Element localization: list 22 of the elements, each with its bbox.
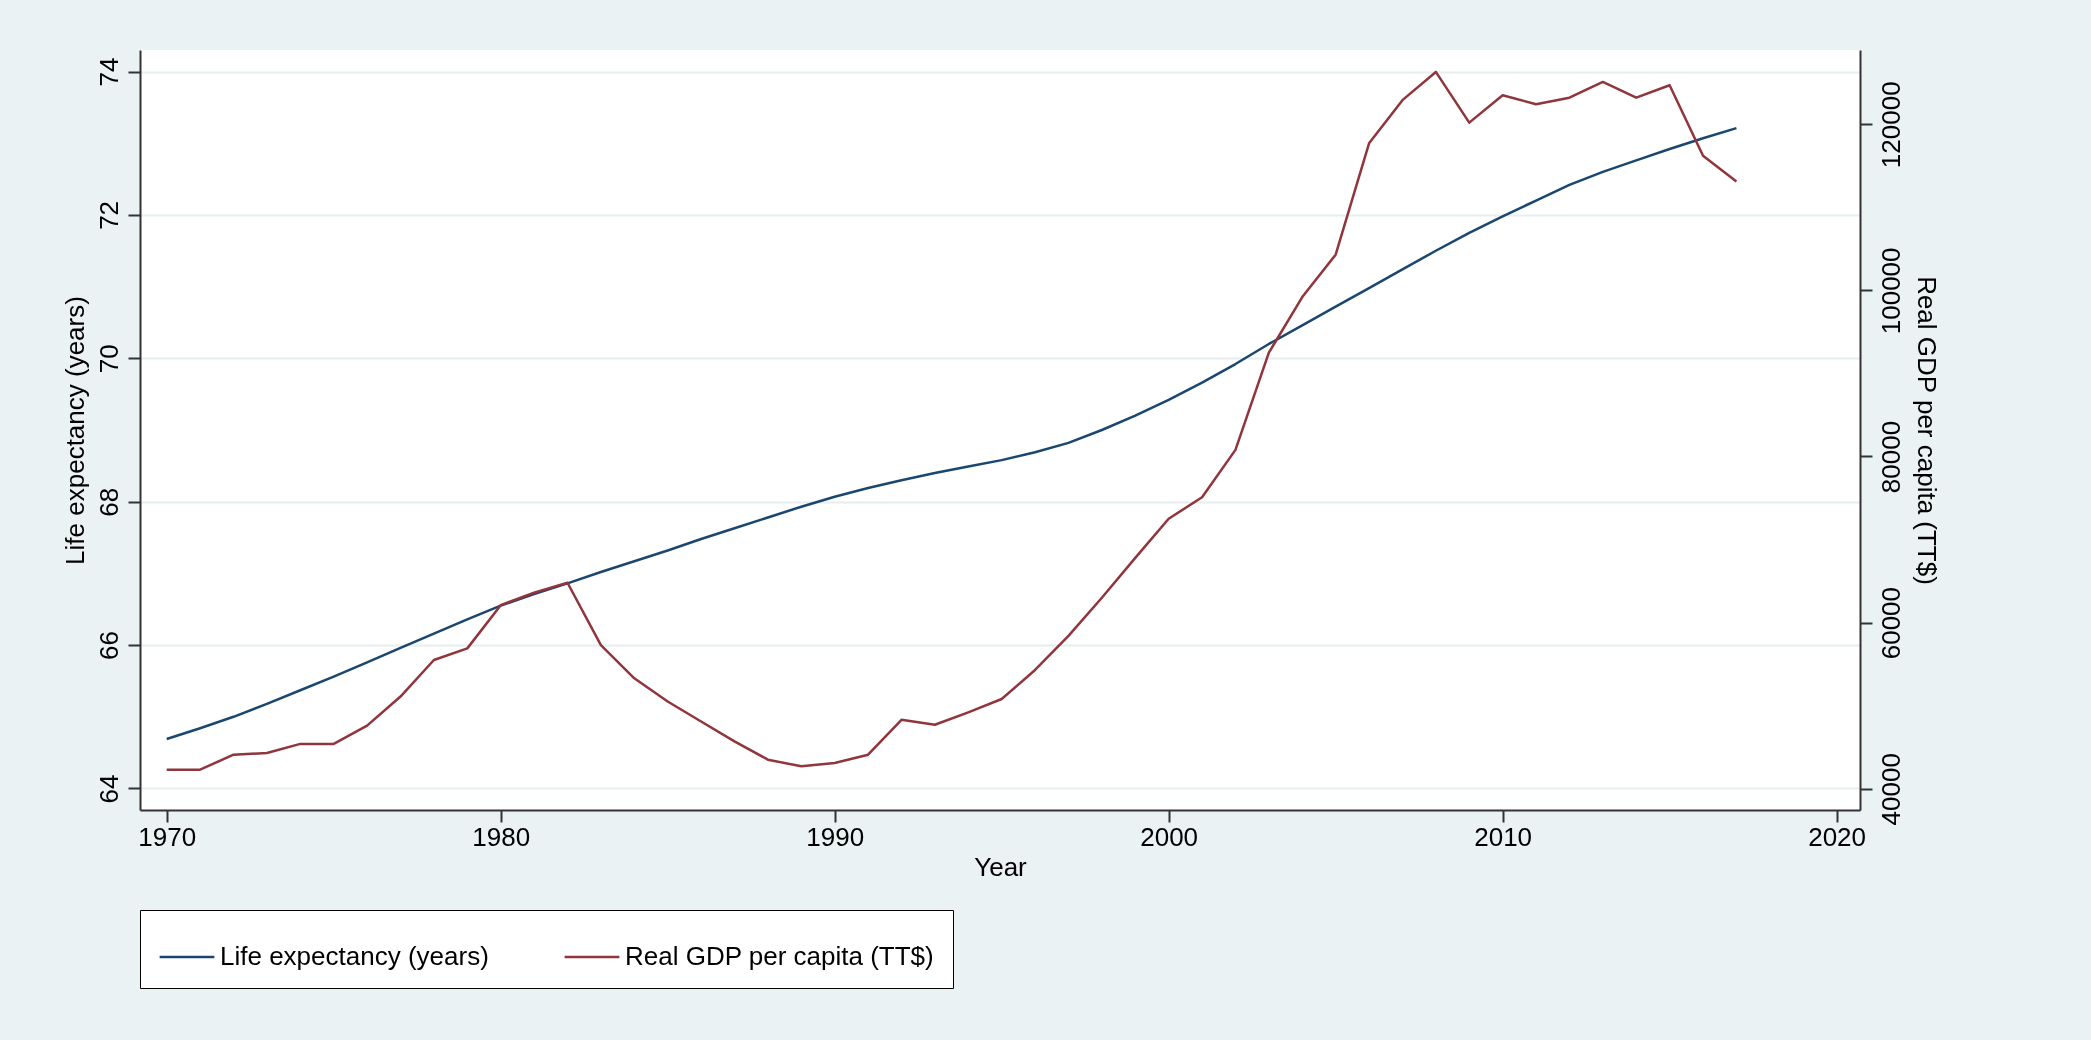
y-axis-title: Life expectancy (years) — [59, 296, 90, 565]
y-tick-label: 72 — [93, 200, 124, 230]
x-axis-title: Year — [974, 851, 1028, 882]
x-tick-label: 1970 — [138, 821, 197, 852]
y2-tick-label: 120000 — [1875, 81, 1906, 169]
y2-tick-label: 60000 — [1875, 586, 1906, 660]
x-tick-label: 2020 — [1808, 821, 1867, 852]
legend-label: Real GDP per capita (TT$) — [625, 941, 934, 971]
y-tick-label: 70 — [93, 344, 124, 374]
x-tick-label: 1980 — [472, 821, 531, 852]
x-tick-label: 1990 — [806, 821, 865, 852]
y-tick-label: 74 — [93, 57, 124, 87]
y-tick-label: 66 — [93, 631, 124, 661]
legend-label: Life expectancy (years) — [220, 941, 489, 971]
y2-tick-label: 40000 — [1875, 753, 1906, 826]
y-tick-label: 64 — [93, 774, 124, 804]
y2-tick-label: 100000 — [1875, 247, 1906, 335]
y2-tick-label: 80000 — [1875, 420, 1906, 494]
x-tick-label: 2010 — [1474, 821, 1533, 852]
y-tick-label: 68 — [93, 487, 124, 517]
x-tick-label: 2000 — [1140, 821, 1199, 852]
y2-axis-title: Real GDP per capita (TT$) — [1911, 276, 1942, 585]
